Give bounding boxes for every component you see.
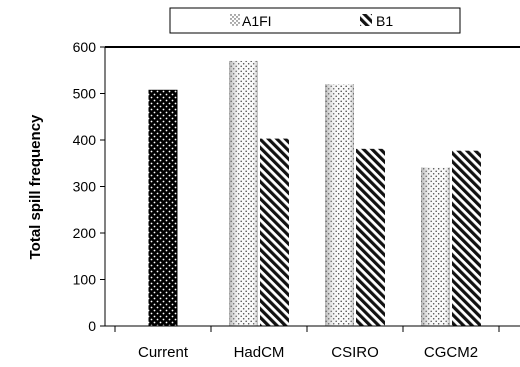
- y-axis-ticks: 0 100 200 300 400 500 600: [73, 39, 105, 334]
- y-axis-label: Total spill frequency: [27, 114, 44, 259]
- x-axis-labels: Current HadCM CSIRO CGCM2: [114, 326, 500, 361]
- y-tick-label: 500: [73, 86, 97, 102]
- legend-swatch-b1: [360, 14, 372, 26]
- bar-current: [148, 89, 178, 326]
- y-tick-label: 100: [73, 272, 97, 288]
- bars: [148, 60, 481, 326]
- bar-a1fi-shading: [229, 60, 258, 326]
- bar-a1fi-shading: [325, 84, 354, 326]
- legend-box: [169, 7, 461, 34]
- y-tick-label: 300: [73, 179, 97, 195]
- x-tick-label: Current: [138, 344, 189, 361]
- y-tick-label: 0: [88, 318, 96, 334]
- legend: A1FI B1: [169, 7, 461, 34]
- bar-a1fi-shading: [421, 167, 450, 326]
- y-tick-label: 200: [73, 225, 97, 241]
- y-tick-label: 400: [73, 132, 97, 148]
- x-tick-label: CSIRO: [331, 344, 379, 361]
- legend-label-b1: B1: [376, 13, 393, 29]
- legend-swatch-a1fi: [230, 14, 240, 26]
- bar-b1-cgcm2: [452, 150, 481, 326]
- x-tick-label: HadCM: [234, 344, 285, 361]
- y-tick-label: 600: [73, 39, 97, 55]
- x-tick-label: CGCM2: [424, 344, 478, 361]
- legend-label-a1fi: A1FI: [242, 13, 272, 29]
- bar-b1-csiro: [356, 148, 385, 326]
- bar-b1-hadcm: [260, 138, 289, 326]
